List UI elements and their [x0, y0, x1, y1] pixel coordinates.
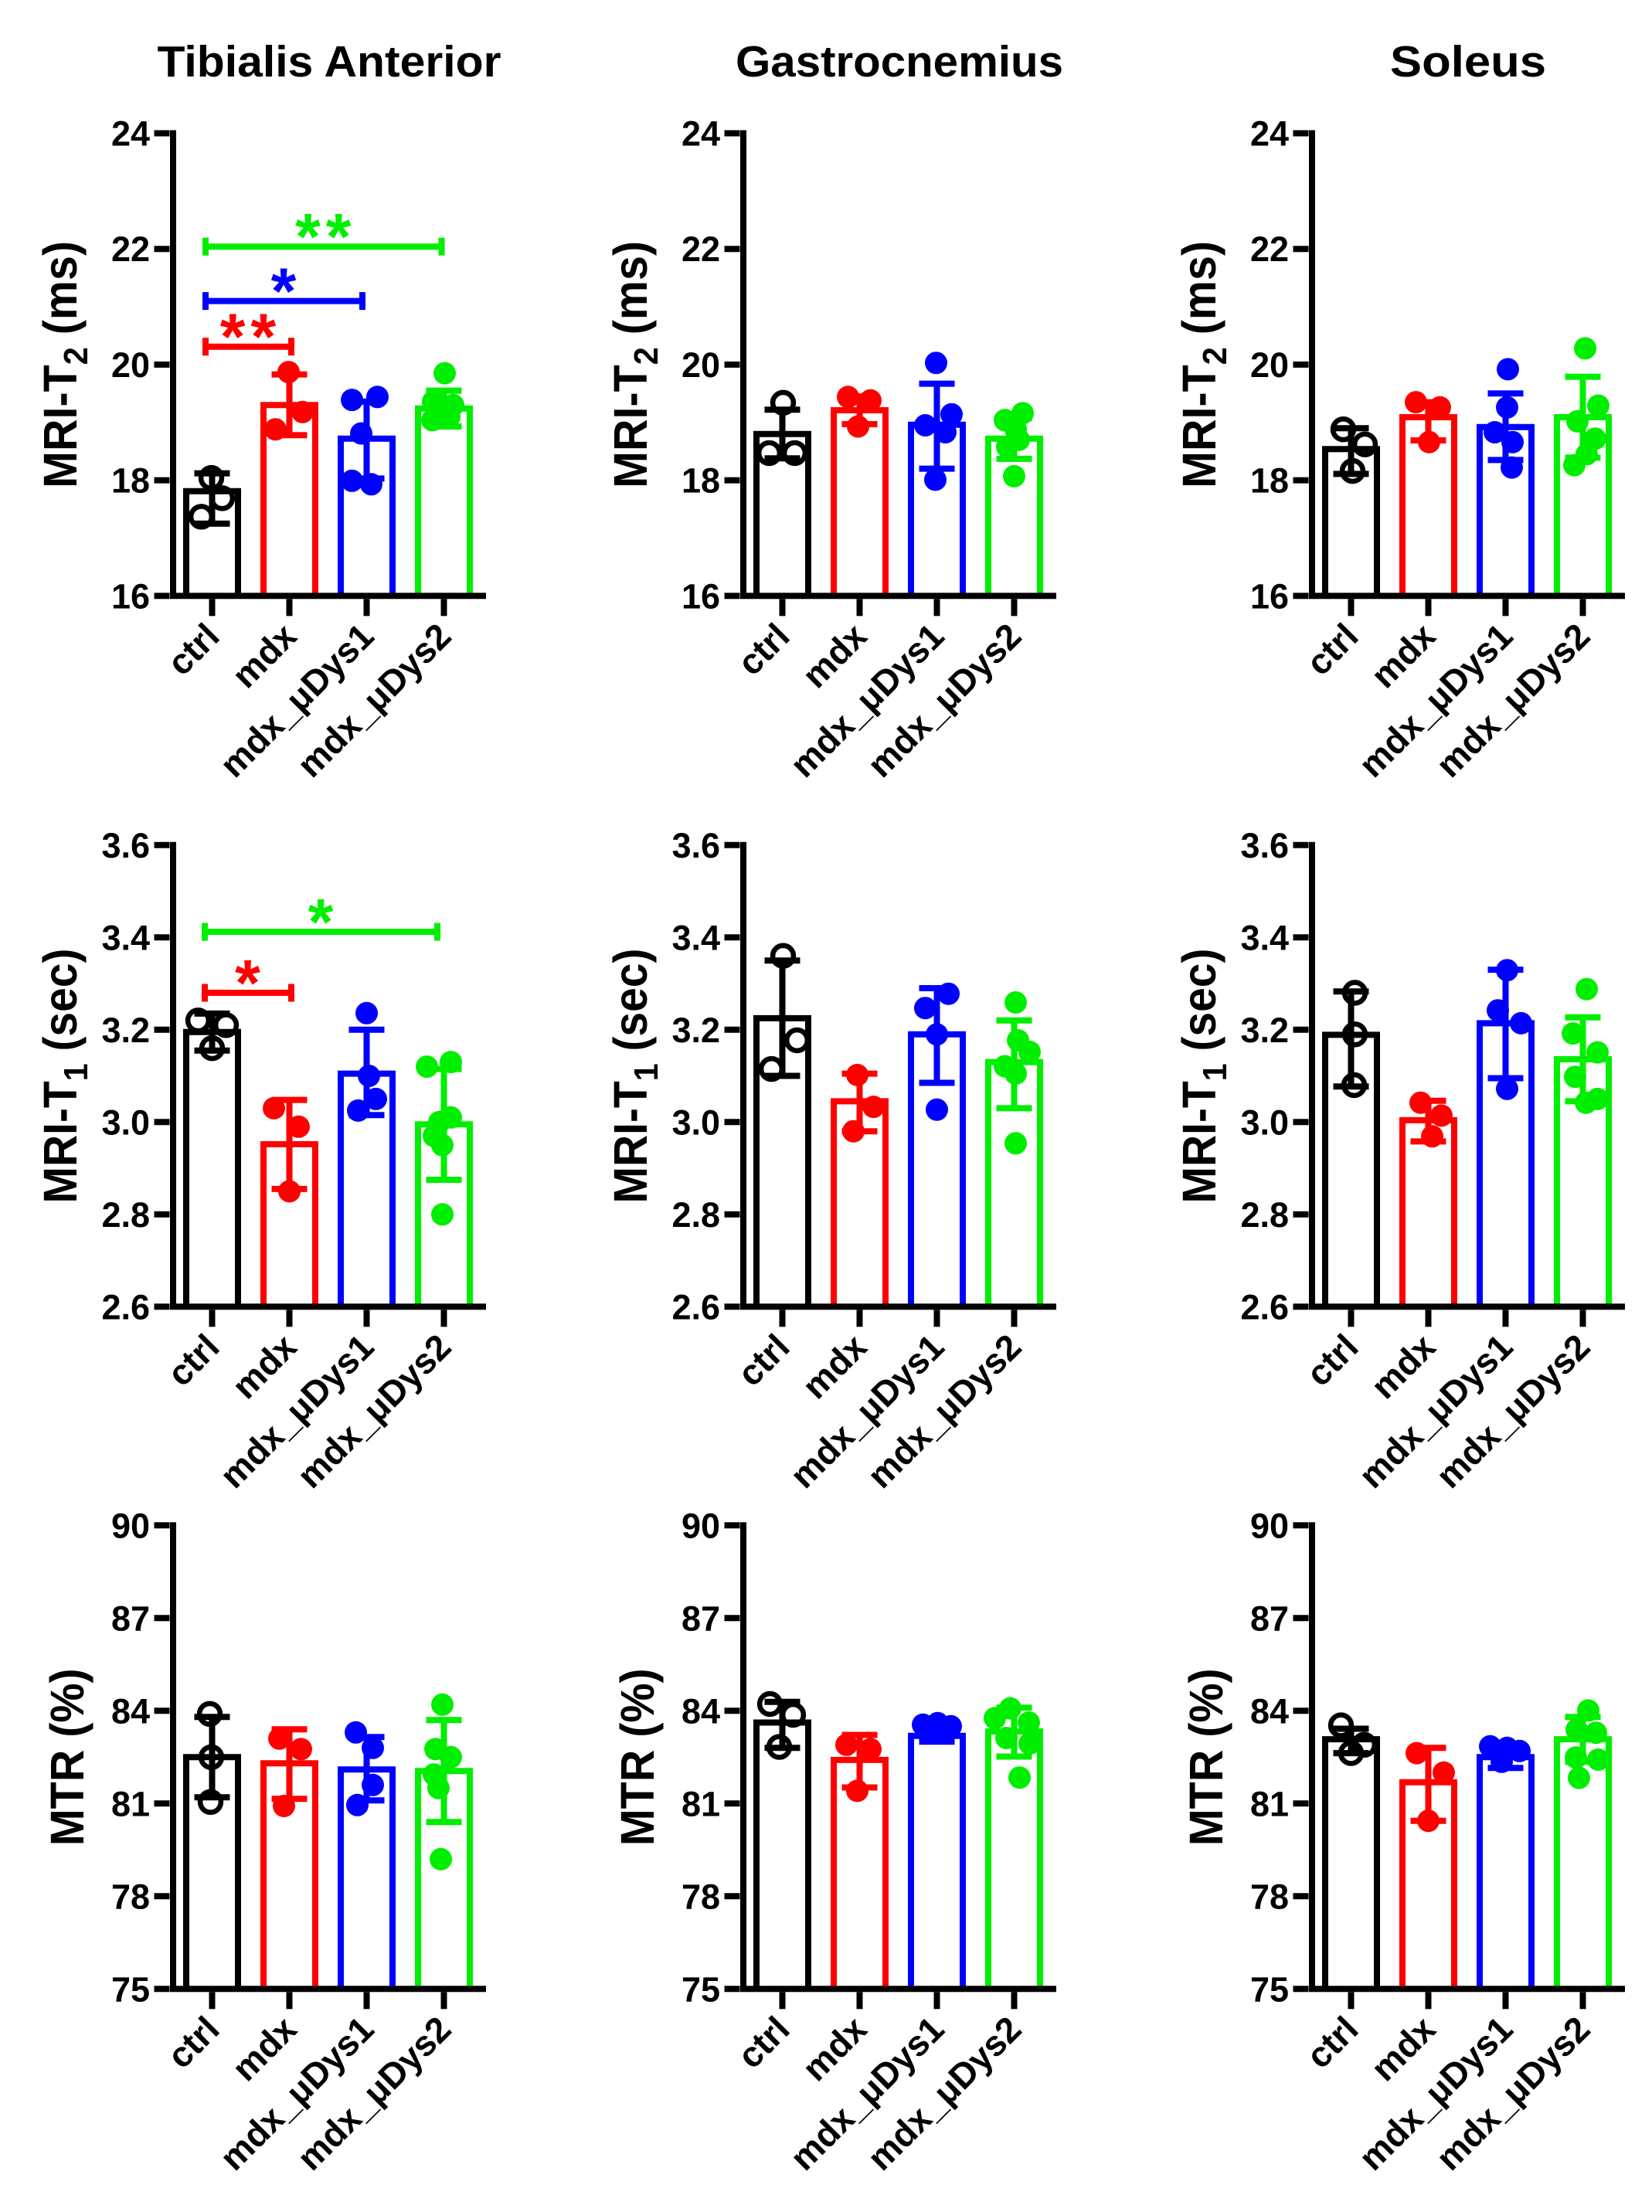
svg-text:75: 75 [1250, 1969, 1289, 2009]
svg-text:24: 24 [1250, 114, 1289, 154]
svg-text:16: 16 [111, 576, 150, 616]
svg-text:87: 87 [1250, 1599, 1289, 1638]
svg-text:3.0: 3.0 [1240, 1103, 1289, 1142]
svg-text:2.6: 2.6 [1240, 1287, 1289, 1327]
svg-text:2.8: 2.8 [671, 1195, 720, 1235]
svg-text:Tibialis Anterior: Tibialis Anterior [158, 37, 501, 87]
svg-text:90: 90 [682, 1506, 720, 1545]
svg-text:90: 90 [1250, 1506, 1289, 1545]
svg-text:84: 84 [1250, 1691, 1289, 1731]
svg-text:2.6: 2.6 [671, 1287, 720, 1327]
svg-text:Gastrocnemius: Gastrocnemius [736, 37, 1063, 87]
svg-text:MTR (%): MTR (%) [611, 1668, 664, 1846]
svg-text:3.2: 3.2 [671, 1011, 720, 1050]
svg-text:3.4: 3.4 [101, 918, 150, 957]
svg-text:16: 16 [682, 576, 720, 616]
svg-text:22: 22 [682, 229, 720, 269]
svg-text:Soleus: Soleus [1390, 37, 1546, 87]
svg-text:2.8: 2.8 [101, 1195, 150, 1235]
svg-text:90: 90 [111, 1506, 150, 1545]
svg-text:*: * [271, 255, 302, 328]
svg-text:MRI-T1 (sec): MRI-T1 (sec) [34, 949, 95, 1204]
svg-text:3.0: 3.0 [101, 1103, 150, 1142]
svg-text:MTR (%): MTR (%) [1180, 1668, 1232, 1846]
svg-text:*: * [308, 885, 339, 958]
svg-text:18: 18 [111, 461, 150, 501]
svg-text:81: 81 [682, 1784, 720, 1823]
svg-text:20: 20 [111, 345, 150, 385]
svg-text:*: * [235, 946, 266, 1019]
svg-text:2.8: 2.8 [1240, 1195, 1289, 1235]
svg-text:3.6: 3.6 [101, 826, 150, 865]
svg-text:78: 78 [682, 1877, 720, 1916]
svg-text:16: 16 [1250, 576, 1289, 616]
svg-text:22: 22 [1250, 229, 1289, 269]
svg-text:3.0: 3.0 [671, 1103, 720, 1142]
svg-text:20: 20 [1250, 345, 1289, 385]
svg-text:22: 22 [111, 229, 150, 269]
svg-text:3.4: 3.4 [1240, 918, 1289, 957]
svg-text:2.6: 2.6 [101, 1287, 150, 1327]
svg-text:3.2: 3.2 [101, 1011, 150, 1050]
svg-text:24: 24 [111, 114, 150, 154]
svg-text:75: 75 [111, 1969, 150, 2009]
svg-text:3.6: 3.6 [671, 826, 720, 865]
svg-text:81: 81 [111, 1784, 150, 1823]
svg-text:81: 81 [1250, 1784, 1289, 1823]
svg-text:87: 87 [682, 1599, 720, 1638]
svg-text:MTR (%): MTR (%) [41, 1668, 93, 1846]
svg-text:18: 18 [1250, 461, 1289, 501]
svg-text:78: 78 [1250, 1877, 1289, 1916]
svg-text:78: 78 [111, 1877, 150, 1916]
svg-text:84: 84 [111, 1691, 150, 1731]
svg-text:**: ** [295, 200, 356, 273]
svg-text:**: ** [220, 301, 281, 373]
svg-text:3.6: 3.6 [1240, 826, 1289, 865]
svg-text:24: 24 [682, 114, 720, 154]
svg-text:MRI-T1 (sec): MRI-T1 (sec) [604, 949, 665, 1204]
svg-text:87: 87 [111, 1599, 150, 1638]
svg-text:20: 20 [682, 345, 720, 385]
svg-text:84: 84 [682, 1691, 720, 1731]
svg-text:3.4: 3.4 [671, 918, 720, 957]
svg-text:3.2: 3.2 [1240, 1011, 1289, 1050]
svg-text:75: 75 [682, 1969, 720, 2009]
svg-text:18: 18 [682, 461, 720, 501]
svg-text:MRI-T2 (ms): MRI-T2 (ms) [34, 241, 95, 488]
